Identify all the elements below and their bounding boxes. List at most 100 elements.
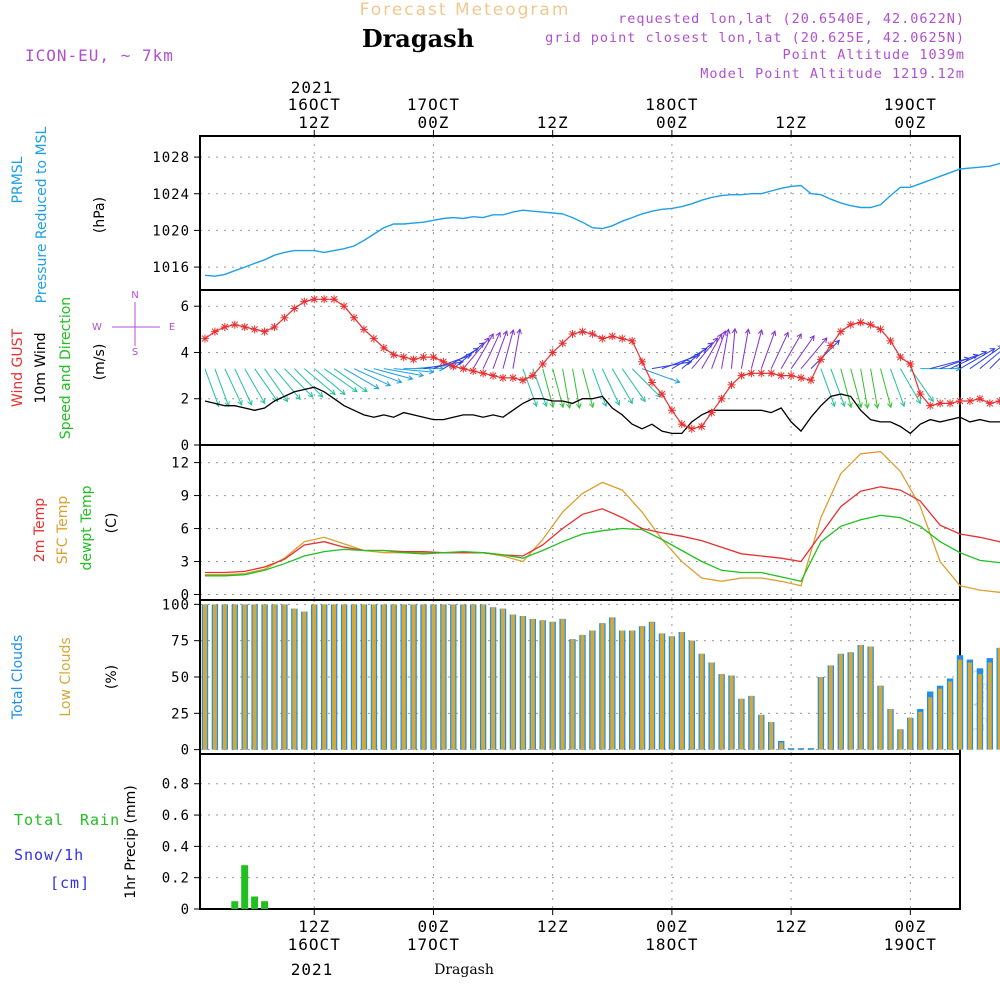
bottom-day-label: 18OCT [645,935,698,954]
gust-marker [330,295,339,304]
rain-bar [251,896,259,909]
low-cloud-bar [858,645,863,750]
gust-marker [777,371,786,380]
wind-barb [989,357,1000,370]
y-tick-label: 0 [181,902,190,918]
t2m-line [205,486,1000,574]
bottom-hour-label: 00Z [894,917,926,936]
model-label: ICON-EU, ~ 7km [25,46,174,65]
y-tick-label: 6 [181,299,190,315]
low-cloud-bar [342,604,347,750]
rain-bar [241,865,249,909]
dewpt-line [205,514,1000,583]
wind-barb [472,333,494,369]
gust-marker [926,401,935,410]
wind-barb [383,368,424,377]
wind-barb [850,368,862,408]
low-cloud-bar [679,632,684,750]
wind-barb [959,348,995,370]
y-tick-label: 0.4 [162,839,190,855]
low-cloud-bar [282,604,287,750]
wind-barb [512,329,521,369]
compass-s: S [132,347,138,358]
low-cloud-bar [570,639,575,750]
wind-barb [979,351,1000,370]
panel-frame [199,753,961,910]
wind-barb [373,368,413,380]
wind-barb-head [361,386,368,393]
gust-marker [389,350,398,359]
gust-marker [707,408,716,417]
top-hour-label: 12Z [775,113,807,132]
prmsl-label: PRMSL [10,156,26,203]
wind-barb [810,340,840,370]
wind-barb-head [821,337,828,343]
wind-barb [572,368,580,409]
low-cloud-bar [878,685,883,750]
gust-marker [956,397,964,406]
gust-marker [767,369,776,378]
wind-barb-head [712,337,719,343]
top-day-label: 17OCT [407,95,460,114]
wind-barb [284,368,314,398]
low-cloud-bar [391,604,396,750]
low-cloud-bar [252,604,257,750]
low-cloud-bar [669,636,674,750]
wind-barb-head [330,389,336,396]
total-clouds-label: Total Clouds [10,635,26,720]
precip-unit: 1hr Precip (mm) [123,785,139,898]
wind-barb-head [407,375,414,381]
gust-marker [906,360,915,369]
low-cloud-bar [699,653,704,750]
low-cloud-bar [739,698,744,750]
temp-unit: (C) [104,513,120,534]
gust-marker [896,353,905,362]
wind-barb-head [502,330,508,337]
wind-barb-head [484,337,490,343]
bottom-hour-label: 12Z [775,917,807,936]
wind-barb [949,351,987,370]
low-cloud-bar [600,623,605,750]
low-cloud-bar [789,749,794,751]
gust-marker [210,327,219,336]
low-cloud-bar [630,630,635,750]
y-tick-label: 0.6 [162,808,190,824]
gust-marker [250,325,259,334]
gust-marker [369,334,378,343]
wind-barb-head [317,391,324,398]
wind-barb-head [559,402,565,409]
low-cloud-bar [421,604,426,750]
wind-barb [204,368,220,407]
wind-barb-head [857,402,863,409]
y-tick-label: 0.2 [162,871,190,887]
gust-marker [260,327,269,336]
wind-barb-head [874,403,880,410]
bottom-hour-label: 12Z [537,917,569,936]
gust-marker [866,320,875,329]
wind-barb [582,368,594,408]
wind-barb-head [516,328,522,335]
low-cloud-bar [689,640,694,750]
wind-barb-head [731,327,738,334]
wind-barb-head [809,335,815,341]
low-cloud-bar [203,604,207,750]
gust-marker [359,325,368,334]
low-cloud-bar [719,674,724,750]
wind-barb-head [428,368,435,375]
wind-barb [462,337,490,369]
gust-marker [508,373,517,382]
gust-marker [717,394,726,403]
wind-barb-head [418,372,425,378]
wind-barb-head [757,328,764,336]
gust-marker [349,313,358,322]
gust-marker [598,334,607,343]
wind-barb-head [972,353,979,360]
low-cloud-bar [967,662,972,750]
wind-barb-head [339,389,346,396]
y-tick-label: 0.8 [162,777,190,793]
wind-barb [731,328,736,369]
wind-barb [234,368,253,406]
y-tick-label: 0 [181,588,190,604]
wind-barb-head [770,330,777,337]
low-cloud-bar [560,618,565,750]
